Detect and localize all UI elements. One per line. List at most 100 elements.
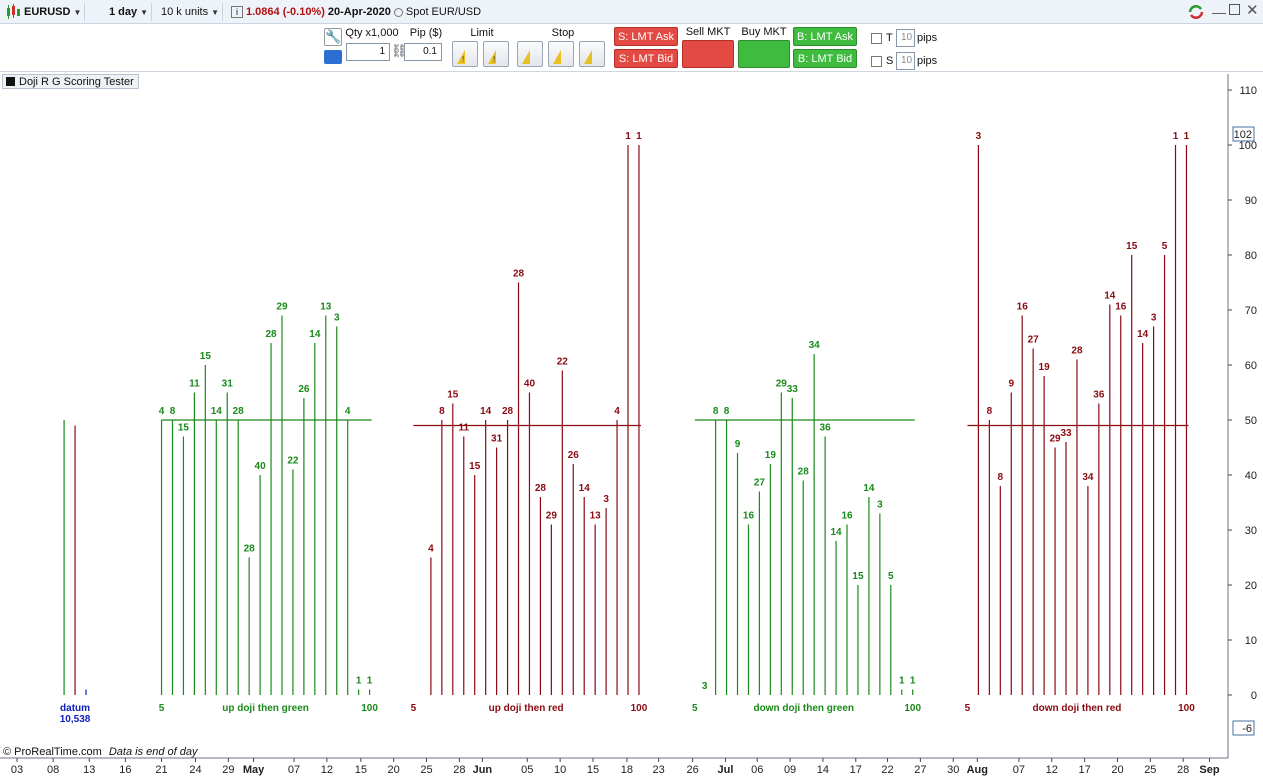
buy-limit-ask-button[interactable]: B: LMT Ask — [793, 27, 857, 46]
bar-label: 4 — [428, 544, 434, 555]
minimize-icon[interactable]: — — [1212, 4, 1226, 20]
bar-label: 1 — [636, 131, 642, 142]
x-tick-label: 20 — [388, 764, 400, 776]
maximize-icon[interactable] — [1229, 4, 1240, 15]
limit-sell-button[interactable]: ! — [452, 41, 478, 67]
sell-limit-ask-button[interactable]: S: LMT Ask — [614, 27, 678, 46]
target-pips-input[interactable]: 10 — [896, 29, 915, 47]
price-change: 1.0864 (-0.10%) — [246, 6, 325, 18]
bar-label: 1 — [899, 676, 905, 687]
bar-label: 29 — [546, 511, 558, 522]
group-end-label: 100 — [631, 703, 648, 714]
stop-button-3[interactable] — [579, 41, 605, 67]
plot-area — [0, 74, 1228, 758]
radio-icon[interactable] — [393, 7, 403, 17]
x-tick-label: 28 — [453, 764, 465, 776]
stop-button-2[interactable] — [548, 41, 574, 67]
limit-buy-button[interactable]: ! — [483, 41, 509, 67]
bar-label: 40 — [524, 379, 536, 390]
x-tick-label: 29 — [222, 764, 234, 776]
bar-label: 28 — [513, 269, 525, 280]
x-tick-label: 06 — [751, 764, 763, 776]
x-tick-label: 25 — [420, 764, 432, 776]
sell-market-button[interactable] — [682, 40, 734, 68]
y-tick-label: 50 — [1245, 415, 1257, 427]
x-tick-label: 23 — [653, 764, 665, 776]
instrument-selector[interactable]: EURUSD ▼ — [2, 3, 86, 21]
bar-label: 8 — [724, 406, 730, 417]
x-tick-label: 18 — [621, 764, 633, 776]
y-tick-label: 0 — [1251, 690, 1257, 702]
x-tick-label: 12 — [1046, 764, 1058, 776]
bar-label: 29 — [776, 379, 788, 390]
stop-pips-input[interactable]: 10 — [896, 52, 915, 70]
y-tick-label: 90 — [1245, 195, 1257, 207]
x-tick-label: Jul — [718, 764, 734, 776]
refresh-icon[interactable] — [1186, 3, 1206, 21]
info-icon[interactable]: i — [231, 6, 243, 18]
bar-label: 28 — [502, 406, 514, 417]
x-tick-label: 27 — [914, 764, 926, 776]
bar-label: 3 — [603, 494, 609, 505]
close-icon[interactable]: ✕ — [1246, 2, 1259, 19]
x-tick-label: 05 — [521, 764, 533, 776]
footer: © ProRealTime.com Data is end of day — [3, 746, 198, 758]
group-start-label: 5 — [411, 703, 417, 714]
bar-label: 33 — [1060, 428, 1072, 439]
bar-label: 14 — [1104, 291, 1116, 302]
chevron-down-icon: ▼ — [211, 7, 220, 17]
bar-label: 1 — [1184, 131, 1190, 142]
bar-label: 29 — [276, 302, 288, 313]
bar-label: 1 — [1173, 131, 1179, 142]
pip-input[interactable]: 0.1 — [404, 43, 442, 61]
timeframe-label: 1 day — [109, 6, 138, 18]
x-tick-label: 28 — [1177, 764, 1189, 776]
bar-label: 15 — [852, 571, 864, 582]
chevron-down-icon: ▼ — [140, 7, 149, 17]
keyboard-icon[interactable] — [324, 50, 342, 64]
bar-label: 28 — [1071, 346, 1083, 357]
bar-label: 28 — [535, 483, 547, 494]
bar-label: 11 — [189, 379, 200, 390]
bar-label: 14 — [309, 329, 321, 340]
bar-label: 15 — [1126, 241, 1138, 252]
target-checkbox[interactable] — [871, 33, 882, 44]
indicator-label[interactable]: Doji R G Scoring Tester — [2, 74, 139, 89]
x-tick-label: 17 — [1079, 764, 1091, 776]
bar-label: 22 — [287, 456, 299, 467]
units-selector[interactable]: 10 k units ▼ — [158, 3, 224, 21]
y-value-box — [1232, 126, 1255, 142]
buy-market-button[interactable] — [738, 40, 790, 68]
x-tick-label: 07 — [288, 764, 300, 776]
bar-label: 4 — [159, 406, 165, 417]
datum-label: datum — [60, 703, 90, 714]
bar-label: 9 — [1008, 379, 1014, 390]
y-tick-label: 70 — [1245, 305, 1257, 317]
bar-label: 3 — [976, 131, 982, 142]
y-tick-label: 110 — [1239, 85, 1257, 97]
stop-checkbox[interactable] — [871, 56, 882, 67]
x-tick-label: Aug — [967, 764, 988, 776]
bar-label: 34 — [809, 340, 821, 351]
bar-label: 3 — [334, 313, 340, 324]
bar-label: 27 — [754, 478, 766, 489]
x-tick-label: 13 — [83, 764, 95, 776]
x-tick-label: 10 — [554, 764, 566, 776]
bar-label: 19 — [1039, 362, 1051, 373]
timeframe-selector[interactable]: 1 day ▼ — [106, 3, 153, 21]
y-tick-label: 30 — [1245, 525, 1257, 537]
sell-limit-bid-button[interactable]: S: LMT Bid — [614, 49, 678, 68]
qty-input[interactable]: 1 — [346, 43, 390, 61]
stop-s-label: S — [886, 55, 894, 67]
indicator-name: Doji R G Scoring Tester — [19, 75, 134, 88]
bar-label: 16 — [841, 511, 853, 522]
wrench-icon[interactable]: 🔧 — [324, 28, 342, 46]
bar-label: 28 — [244, 544, 256, 555]
buy-limit-bid-button[interactable]: B: LMT Bid — [793, 49, 857, 68]
spot-label: Spot EUR/USD — [405, 6, 482, 18]
stop-button-1[interactable] — [517, 41, 543, 67]
bar-label: 9 — [735, 439, 741, 450]
bar-label: 1 — [367, 676, 373, 687]
buy-mkt-label: Buy MKT — [741, 26, 787, 38]
bar-label: 31 — [491, 434, 503, 445]
